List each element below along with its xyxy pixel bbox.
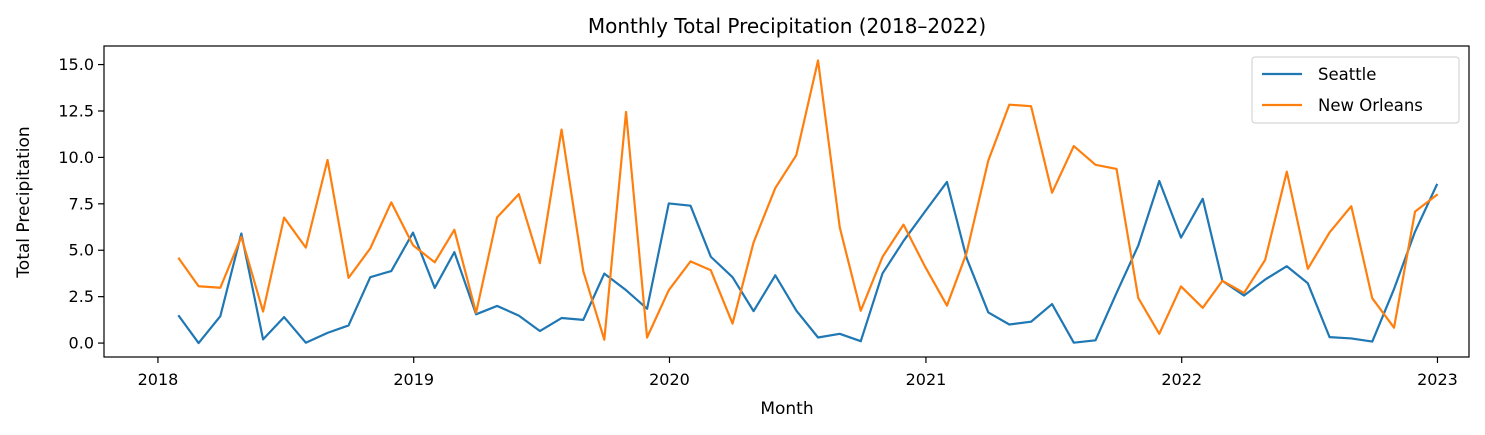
x-axis-label: Month <box>760 399 813 419</box>
series-line-new-orleans <box>177 59 1439 341</box>
chart-title: Monthly Total Precipitation (2018–2022) <box>588 14 986 38</box>
y-tick-label: 10.0 <box>58 148 94 167</box>
y-tick-label: 7.5 <box>69 194 94 213</box>
y-tick-label: 12.5 <box>58 101 94 120</box>
legend-box <box>1251 56 1460 124</box>
legend: Seattle New Orleans <box>1251 56 1460 124</box>
x-axis: 2018 2019 2020 2021 2022 2023 <box>138 357 1458 389</box>
y-tick-label: 2.5 <box>69 287 94 306</box>
y-tick-label: 5.0 <box>69 241 94 260</box>
legend-label: Seattle <box>1318 65 1376 84</box>
y-tick-label: 15.0 <box>58 55 94 74</box>
series-line-seattle <box>177 179 1439 345</box>
x-tick-label: 2019 <box>393 370 434 389</box>
x-tick-label: 2022 <box>1161 370 1202 389</box>
y-axis: 0.0 2.5 5.0 7.5 10.0 12.5 15.0 <box>58 55 104 353</box>
x-tick-label: 2023 <box>1417 370 1458 389</box>
y-axis-label: Total Precipitation <box>14 126 34 278</box>
x-tick-label: 2018 <box>138 370 179 389</box>
plot-area-frame <box>103 45 1470 358</box>
y-tick-label: 0.0 <box>69 334 94 353</box>
legend-label: New Orleans <box>1318 96 1423 115</box>
x-tick-label: 2021 <box>906 370 947 389</box>
x-tick-label: 2020 <box>649 370 690 389</box>
